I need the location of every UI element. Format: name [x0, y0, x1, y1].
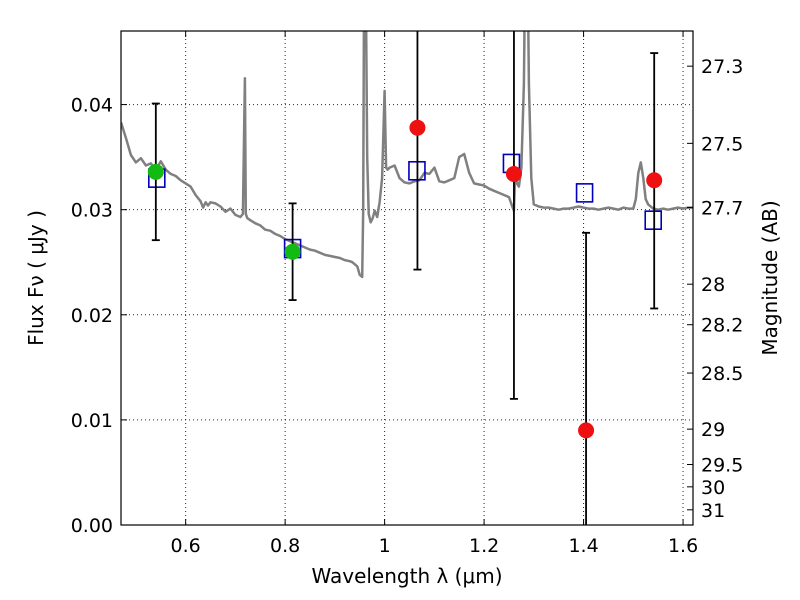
y2-tick-label: 27.7	[701, 198, 743, 220]
x-tick-label: 1.6	[668, 535, 698, 557]
green-point	[284, 243, 301, 260]
red-point	[505, 165, 522, 182]
y2-tick-label: 29	[701, 419, 725, 441]
y-tick-label: 0.03	[71, 200, 113, 222]
grid-layer	[121, 31, 693, 525]
y2-tick-label: 29.5	[701, 455, 743, 477]
y2-tick-label: 27.3	[701, 56, 743, 78]
y-tick-label: 0.02	[71, 305, 113, 327]
y2-tick-label: 31	[701, 500, 725, 522]
x-tick-label: 0.8	[270, 535, 300, 557]
x-tick-label: 1	[379, 535, 391, 557]
green-point	[147, 163, 164, 180]
x-axis-label: Wavelength λ (μm)	[311, 564, 502, 588]
y2-tick-label: 28.2	[701, 315, 743, 337]
y2-tick-label: 27.5	[701, 133, 743, 155]
y2-tick-label: 30	[701, 477, 725, 499]
y-tick-label: 0.04	[71, 95, 113, 117]
data-layer	[121, 31, 693, 525]
model-sed-line	[121, 31, 693, 279]
y-axis-label: Flux Fν ( μJy )	[24, 210, 48, 346]
plot-frame	[120, 30, 694, 526]
x-tick-label: 1.2	[469, 535, 499, 557]
model-box	[575, 183, 594, 203]
x-tick-label: 1.4	[568, 535, 598, 557]
tick-layer: 0.6 0.8 1 1.2 1.4 1.6 0.00 0.01 0.02 0.03 0.04 27.3…	[71, 31, 743, 557]
y2-tick-label: 28	[701, 274, 725, 296]
red-point	[578, 422, 595, 439]
y2-axis-label: Magnitude (AB)	[758, 200, 782, 355]
y2-tick-label: 28.5	[701, 363, 743, 385]
model-box	[644, 210, 663, 230]
red-point	[409, 119, 426, 136]
y-tick-label: 0.01	[71, 410, 113, 432]
red-point	[646, 172, 663, 189]
y-tick-label: 0.00	[71, 515, 113, 537]
x-tick-label: 0.6	[171, 535, 201, 557]
